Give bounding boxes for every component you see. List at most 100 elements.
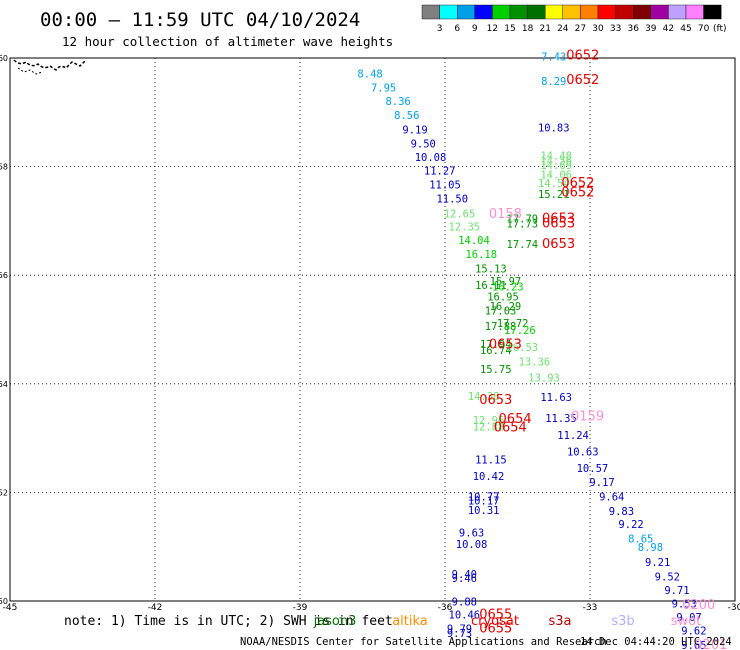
x-axis-ticks: -45 -42 -39 -36 -33 -30 bbox=[3, 603, 740, 613]
footer-note: note: 1) Time is in UTC; 2) SWH is in fe… bbox=[64, 614, 393, 629]
wave-height-label: 11.15 bbox=[475, 455, 507, 467]
pass-time-label: 0158 bbox=[489, 207, 522, 222]
colorbar-label: 27 bbox=[575, 24, 586, 34]
wave-height-label: 9.79 bbox=[447, 623, 472, 635]
wave-height-label: 8.36 bbox=[385, 96, 410, 108]
wave-height-label: 17.74 bbox=[507, 239, 539, 251]
wave-height-label: 9.07 bbox=[676, 612, 701, 624]
wave-height-label: 9.52 bbox=[655, 571, 680, 583]
wave-height-label: 8.48 bbox=[357, 69, 382, 81]
wave-height-label: 17.72 bbox=[497, 318, 529, 330]
colorbar-swatch bbox=[439, 4, 458, 20]
colorbar-swatch bbox=[421, 4, 440, 20]
chart-title: 00:00 – 11:59 UTC 04/10/2024 bbox=[40, 9, 360, 31]
colorbar-label: 3 bbox=[437, 24, 443, 34]
x-tick-label: -36 bbox=[438, 603, 453, 613]
colorbar-swatch bbox=[668, 4, 687, 20]
wave-height-label: 9.21 bbox=[645, 557, 670, 569]
colorbar-swatch bbox=[685, 4, 704, 20]
legend-s3a: s3a bbox=[548, 614, 571, 629]
colorbar-label: 33 bbox=[610, 24, 621, 34]
footer-credit: NOAA/NESDIS Center for Satellite Applica… bbox=[240, 636, 607, 648]
wave-height-label: 11.50 bbox=[436, 193, 468, 205]
wave-height-label: 7.43 bbox=[541, 52, 566, 64]
wave-height-label: 14.48 bbox=[540, 151, 572, 163]
wave-height-label: 13.93 bbox=[528, 373, 560, 385]
wave-height-label: 9.19 bbox=[402, 124, 427, 136]
satellite-legend: jason3 altika cryosat s3a s3b swot bbox=[313, 614, 702, 629]
pass-time-label: 0653 bbox=[542, 237, 575, 252]
wave-height-label: 16.18 bbox=[465, 249, 497, 261]
pass-time-label: 0653 bbox=[489, 338, 522, 353]
colorbar-label: 39 bbox=[645, 24, 657, 34]
wave-height-label: 10.08 bbox=[456, 539, 488, 551]
data-labels: 8.487.958.368.569.199.5010.0811.2711.051… bbox=[357, 49, 727, 650]
wave-height-label: 9.53 bbox=[672, 599, 697, 611]
plot-area bbox=[9, 57, 736, 602]
wave-height-label: 16.29 bbox=[490, 301, 522, 313]
colorbar-label: 45 bbox=[680, 24, 691, 34]
colorbar-swatch bbox=[597, 4, 616, 20]
wave-height-label: 9.17 bbox=[589, 477, 614, 489]
wave-height-label: 9.71 bbox=[664, 585, 689, 597]
pass-time-label: 0653 bbox=[542, 216, 575, 231]
y-tick-label: 60 bbox=[0, 54, 8, 63]
wave-height-label: 17.88 bbox=[485, 321, 517, 333]
colorbar-swatch bbox=[633, 4, 652, 20]
colorbar-swatch bbox=[545, 4, 564, 20]
wave-height-label: 9.63 bbox=[459, 527, 484, 539]
pass-time-label: 0654 bbox=[494, 421, 527, 436]
y-axis-ticks: 50 52 54 56 58 60 bbox=[0, 54, 8, 606]
wave-height-label: 9.83 bbox=[609, 506, 634, 518]
grid-lines bbox=[10, 58, 735, 601]
pass-time-label: 0653 bbox=[542, 212, 575, 227]
wave-height-label: 16.53 bbox=[507, 342, 539, 354]
wave-height-label: 10.17 bbox=[468, 495, 500, 507]
pass-time-label: 0653 bbox=[479, 393, 512, 408]
pass-time-label: 0654 bbox=[499, 412, 532, 427]
wave-height-label: 16.95 bbox=[487, 292, 519, 304]
chart-subtitle: 12 hour collection of altimeter wave hei… bbox=[62, 34, 393, 49]
x-tick-label: -33 bbox=[583, 603, 598, 613]
wave-height-label: 8.56 bbox=[394, 110, 419, 122]
wave-height-label: 8.65 bbox=[628, 533, 653, 545]
wave-height-label: 17.03 bbox=[485, 305, 517, 317]
y-tick-label: 50 bbox=[0, 597, 8, 606]
colorbar-label: 24 bbox=[557, 24, 569, 34]
pass-time-label: 0159 bbox=[571, 410, 604, 425]
colorbar-label: 42 bbox=[663, 24, 674, 34]
wave-height-label: 10.83 bbox=[538, 122, 570, 134]
colorbar-swatch bbox=[527, 4, 546, 20]
wave-height-label: 9.64 bbox=[599, 492, 624, 504]
colorbar-swatch bbox=[492, 4, 511, 20]
wave-height-label: 12.88 bbox=[473, 421, 505, 433]
wave-height-label: 17.79 bbox=[507, 214, 539, 226]
colorbar-unit: (ft) bbox=[713, 24, 727, 34]
colorbar-swatch bbox=[457, 4, 476, 20]
wave-height-label: 12.35 bbox=[449, 222, 481, 234]
wave-height-label: 9.40 bbox=[452, 569, 477, 581]
x-tick-label: -45 bbox=[3, 603, 18, 613]
x-tick-label: -42 bbox=[148, 603, 163, 613]
wave-height-label: 13.36 bbox=[519, 356, 551, 368]
wave-height-label: 11.24 bbox=[557, 430, 589, 442]
wave-height-label: 14.04 bbox=[458, 235, 490, 247]
colorbar-label: 30 bbox=[592, 24, 604, 34]
wave-height-label: 17.26 bbox=[504, 325, 536, 337]
wave-height-label: 9.46 bbox=[452, 573, 477, 585]
legend-altika: altika bbox=[392, 614, 428, 629]
wave-height-label: 14.54 bbox=[538, 178, 570, 190]
colorbar-swatch bbox=[474, 4, 493, 20]
colorbar-label: 21 bbox=[539, 24, 550, 34]
pass-time-label: 0652 bbox=[561, 185, 594, 200]
colorbar-label: 70 bbox=[698, 24, 710, 34]
legend-jason3: jason3 bbox=[313, 614, 357, 629]
wave-height-label: 11.63 bbox=[540, 392, 572, 404]
wave-height-label: 9.65 bbox=[681, 640, 706, 650]
y-tick-label: 52 bbox=[0, 488, 8, 497]
pass-time-label: 0652 bbox=[566, 49, 599, 64]
wave-height-label: 8.29 bbox=[541, 76, 566, 88]
y-tick-label: 58 bbox=[0, 163, 8, 172]
pass-time-label: 0201 bbox=[694, 638, 727, 650]
